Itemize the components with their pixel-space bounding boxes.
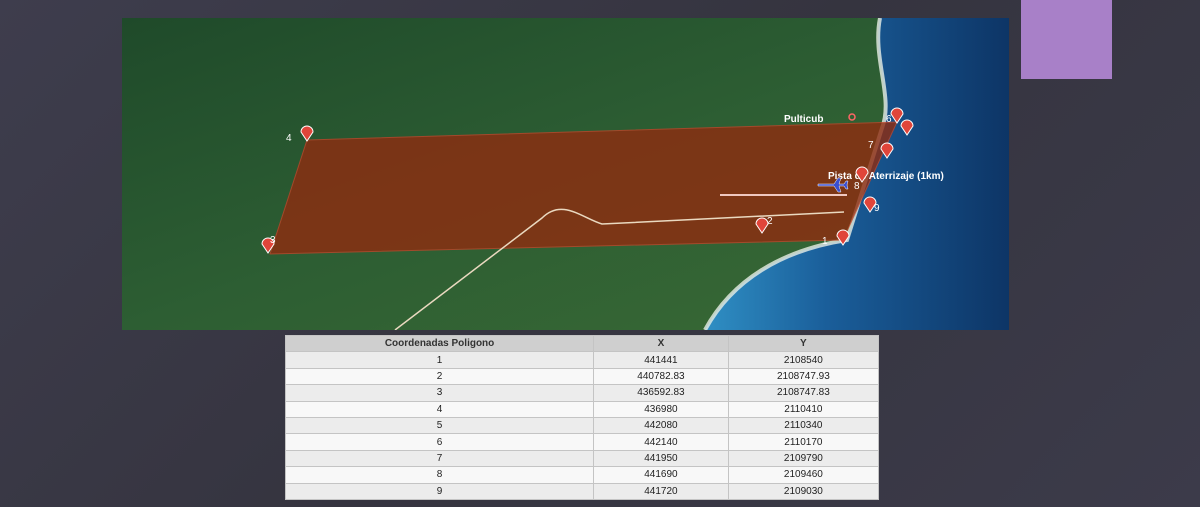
table-row: 7 441950 2109790 (284, 449, 880, 468)
table-row: 6 442140 2110170 (284, 433, 880, 451)
map-pin (880, 142, 894, 159)
point-label: 6 (886, 114, 892, 125)
map-pin (755, 217, 769, 234)
table-cell: 2108747.93 (727, 367, 880, 386)
table-row: 5 442080 2110340 (284, 416, 880, 435)
table-row: 2 440782.83 2108747.93 (284, 367, 880, 386)
place-label: Pulticub (784, 114, 823, 125)
map-pin (261, 237, 275, 254)
table-cell: 2108540 (727, 351, 880, 369)
table-row: 3 436592.83 2108747.83 (284, 384, 880, 402)
table-cell: 1 (284, 351, 595, 369)
table-cell: 2110340 (727, 416, 880, 435)
table-cell: 2108747.83 (727, 384, 880, 402)
table-cell: 2110170 (727, 433, 880, 451)
table-cell: 7 (284, 449, 595, 468)
point-label: 8 (854, 181, 860, 192)
point-label: 9 (874, 203, 880, 214)
satellite-map: Pulticub Pista de Aterrizaje (1km) 1 2 3 4 6 7 8… (122, 18, 1009, 330)
header-cell: X (593, 334, 729, 353)
table-cell: 9 (284, 482, 595, 500)
airplane-icon (817, 177, 849, 193)
map-pin (855, 166, 869, 183)
table-cell: 436592.83 (593, 384, 729, 402)
point-label: 1 (822, 236, 828, 247)
table-cell: 440782.83 (593, 367, 729, 386)
header-cell: Coordenadas Poligono (284, 334, 595, 353)
table-cell: 2109030 (727, 482, 880, 500)
place-label: Pista de Aterrizaje (1km) (828, 171, 944, 182)
table-cell: 436980 (593, 400, 729, 418)
table-cell: 441690 (593, 466, 729, 484)
table-row: 9 441720 2109030 (284, 482, 880, 500)
place-dot (848, 113, 856, 121)
point-label: 3 (270, 235, 276, 246)
table-cell: 441441 (593, 351, 729, 369)
table-cell: 2110410 (727, 400, 880, 418)
table-row: 4 436980 2110410 (284, 400, 880, 418)
table-cell: 6 (284, 433, 595, 451)
map-pin (890, 107, 904, 124)
map-pin (836, 229, 850, 246)
table-cell: 441720 (593, 482, 729, 500)
table-row: 8 441690 2109460 (284, 466, 880, 484)
map-pin (900, 119, 914, 136)
table-row: 1 441441 2108540 (284, 351, 880, 369)
table-cell: 5 (284, 416, 595, 435)
table-cell: 2109460 (727, 466, 880, 484)
coordinates-table: Coordenadas Poligono X Y 1 441441 2108540 2 440… (284, 334, 880, 500)
map-pin (863, 196, 877, 213)
point-label: 7 (868, 140, 874, 151)
table-cell: 2109790 (727, 449, 880, 468)
table-cell: 8 (284, 466, 595, 484)
table-cell: 441950 (593, 449, 729, 468)
point-label: 4 (286, 133, 292, 144)
accent-square (1021, 0, 1112, 79)
point-label: 2 (767, 216, 773, 227)
table-cell: 4 (284, 400, 595, 418)
map-pin (300, 125, 314, 142)
table-cell: 2 (284, 367, 595, 386)
table-cell: 442080 (593, 416, 729, 435)
table-cell: 3 (284, 384, 595, 402)
table-cell: 442140 (593, 433, 729, 451)
header-cell: Y (727, 334, 880, 353)
